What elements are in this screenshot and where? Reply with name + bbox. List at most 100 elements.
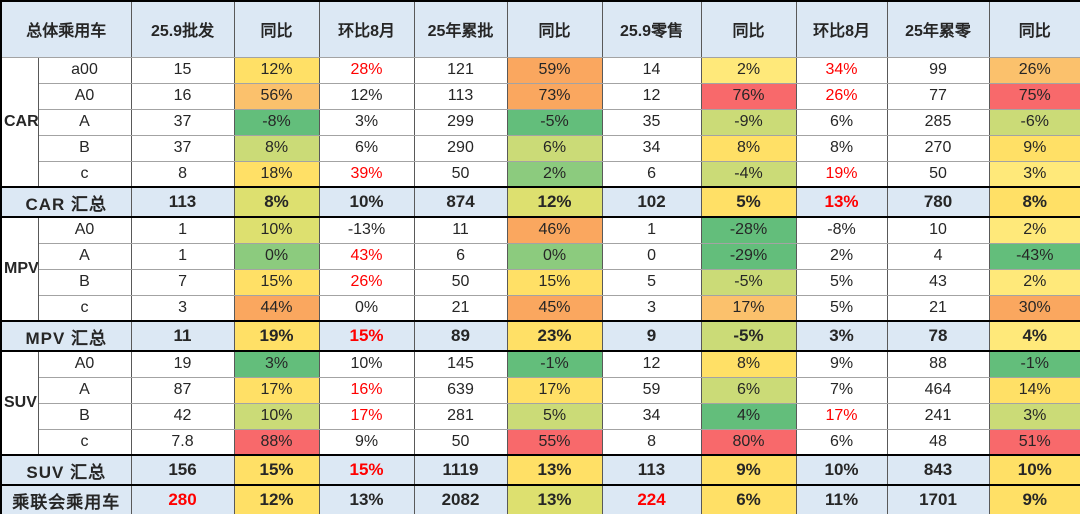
value-cell: 145: [413, 350, 508, 378]
value-cell: 80%: [700, 428, 797, 456]
value-cell: 78: [886, 320, 990, 352]
value-cell: 19%: [233, 320, 320, 352]
value-cell: -6%: [988, 108, 1080, 136]
value-cell: 1: [130, 216, 235, 244]
value-cell: 3: [601, 294, 702, 322]
value-cell: 156: [130, 454, 235, 486]
value-cell: -5%: [700, 320, 797, 352]
value-cell: 8%: [233, 134, 320, 162]
value-cell: 88%: [233, 428, 320, 456]
value-cell: 843: [886, 454, 990, 486]
table-row: B 7 15% 26% 50 15% 5 -5% 5% 43 2%: [1, 268, 1080, 296]
value-cell: 4%: [700, 402, 797, 430]
value-cell: 56%: [233, 82, 320, 110]
table-body: CAR a00 15 12% 28% 121 59% 14 2% 34% 99 26% A0 16 56% 1…: [0, 56, 1080, 514]
value-cell: 280: [130, 484, 235, 514]
row-category: A0: [37, 82, 132, 110]
value-cell: 46%: [506, 216, 603, 244]
value-cell: 15%: [233, 454, 320, 486]
value-cell: 48: [886, 428, 990, 456]
value-cell: 45%: [506, 294, 603, 322]
value-cell: 5: [601, 268, 702, 296]
value-cell: 102: [601, 186, 702, 218]
value-cell: 55%: [506, 428, 603, 456]
value-cell: 26%: [795, 82, 888, 110]
value-cell: 8%: [233, 186, 320, 218]
value-cell: 9: [601, 320, 702, 352]
value-cell: 2%: [506, 160, 603, 188]
row-category: a00: [37, 56, 132, 84]
table-row: 乘联会乘用车 280 12% 13% 2082 13% 224 6% 11% 1701 9%: [0, 484, 1080, 514]
value-cell: 6%: [700, 484, 797, 514]
column-header: 同比: [988, 0, 1080, 58]
value-cell: 4%: [988, 320, 1080, 352]
value-cell: 2%: [795, 242, 888, 270]
value-cell: 17%: [700, 294, 797, 322]
header-row: 总体乘用车 25.9批发 同比 环比8月 25年累批 同比 25.9零售 同比 环比8月 25年累…: [0, 0, 1080, 58]
value-cell: 73%: [506, 82, 603, 110]
table-row: c 3 44% 0% 21 45% 3 17% 5% 21 30%: [1, 294, 1080, 322]
value-cell: -28%: [700, 216, 797, 244]
value-cell: 780: [886, 186, 990, 218]
row-category: B: [37, 134, 132, 162]
value-cell: 8%: [988, 186, 1080, 218]
value-cell: 17%: [233, 376, 320, 404]
value-cell: 10%: [795, 454, 888, 486]
value-cell: 16%: [318, 376, 415, 404]
table-row: c 8 18% 39% 50 2% 6 -4% 19% 50 3%: [1, 160, 1080, 188]
value-cell: 464: [886, 376, 990, 404]
value-cell: 17%: [318, 402, 415, 430]
value-cell: 51%: [988, 428, 1080, 456]
value-cell: 17%: [506, 376, 603, 404]
value-cell: -1%: [988, 350, 1080, 378]
value-cell: 1701: [886, 484, 990, 514]
value-cell: -8%: [233, 108, 320, 136]
value-cell: 42: [130, 402, 235, 430]
value-cell: 37: [130, 108, 235, 136]
value-cell: 3%: [233, 350, 320, 378]
value-cell: 6%: [506, 134, 603, 162]
value-cell: 121: [413, 56, 508, 84]
value-cell: 59: [601, 376, 702, 404]
value-cell: 639: [413, 376, 508, 404]
value-cell: 44%: [233, 294, 320, 322]
value-cell: 11%: [795, 484, 888, 514]
value-cell: 1: [130, 242, 235, 270]
value-cell: 6%: [795, 108, 888, 136]
value-cell: 13%: [506, 454, 603, 486]
value-cell: -43%: [988, 242, 1080, 270]
value-cell: 89: [413, 320, 508, 352]
header-overall-passenger-cars: 总体乘用车: [0, 0, 132, 58]
value-cell: 75%: [988, 82, 1080, 110]
row-category: A: [37, 376, 132, 404]
value-cell: 37: [130, 134, 235, 162]
value-cell: 13%: [795, 186, 888, 218]
value-cell: 16: [130, 82, 235, 110]
value-cell: 14: [601, 56, 702, 84]
table-row: A 37 -8% 3% 299 -5% 35 -9% 6% 285 -6%: [1, 108, 1080, 136]
row-category: A0: [37, 350, 132, 378]
value-cell: 0: [601, 242, 702, 270]
value-cell: 7%: [795, 376, 888, 404]
row-category: B: [37, 268, 132, 296]
value-cell: 35: [601, 108, 702, 136]
group-label-mpv: MPV: [0, 216, 39, 322]
value-cell: 9%: [318, 428, 415, 456]
value-cell: 50: [413, 160, 508, 188]
value-cell: -4%: [700, 160, 797, 188]
value-cell: 12%: [318, 82, 415, 110]
value-cell: 23%: [506, 320, 603, 352]
value-cell: 18%: [233, 160, 320, 188]
table-row: SUV A0 19 3% 10% 145 -1% 12 8% 9% 88 -1%: [0, 350, 1080, 456]
table-row: CAR 汇总 113 8% 10% 874 12% 102 5% 13% 780 8%: [0, 186, 1080, 218]
value-cell: 3%: [988, 160, 1080, 188]
value-cell: 12%: [233, 56, 320, 84]
value-cell: 43: [886, 268, 990, 296]
table-row: B 37 8% 6% 290 6% 34 8% 8% 270 9%: [1, 134, 1080, 162]
value-cell: 299: [413, 108, 508, 136]
value-cell: 8: [130, 160, 235, 188]
value-cell: 12: [601, 82, 702, 110]
value-cell: 5%: [795, 268, 888, 296]
